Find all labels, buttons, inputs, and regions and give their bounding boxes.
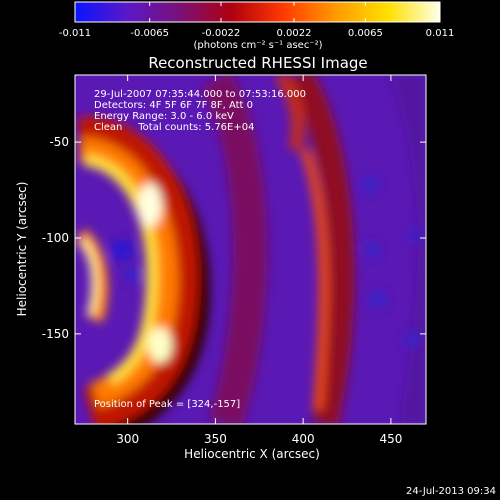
annotation-time-range: 29-Jul-2007 07:35:44.000 to 07:53:16.000	[94, 89, 306, 100]
heatmap-ring-orange	[79, 137, 179, 408]
x-tick-label: 400	[292, 432, 315, 446]
heatmap-cool-spot	[369, 291, 387, 309]
heatmap-ring-yellow	[83, 154, 159, 386]
y-axis-label: Heliocentric Y (arcsec)	[15, 182, 29, 317]
x-axis-ticks: 300 350 400 450	[116, 75, 402, 446]
heatmap-cool-spot	[361, 176, 379, 194]
colorbar-gradient	[75, 2, 440, 22]
y-tick-label: -50	[49, 135, 69, 149]
heatmap-left-arc-core	[79, 237, 99, 317]
heatmap-cool-spot	[408, 228, 422, 242]
colorbar-ticks: -0.011 -0.0065 -0.0022 0.0022 0.0065 0.011	[59, 2, 454, 39]
annotation-clean-counts: Clean Total counts: 5.76E+04	[94, 122, 254, 133]
x-axis-label: Heliocentric X (arcsec)	[184, 447, 320, 461]
heatmap-hot-core	[138, 183, 162, 227]
annotation-energy-range: Energy Range: 3.0 - 6.0 keV	[94, 111, 234, 122]
colorbar-tick-label: 0.0065	[348, 28, 383, 39]
colorbar-frame	[74, 1, 441, 23]
x-tick-label: 350	[204, 432, 227, 446]
colorbar-tick-label: -0.0022	[202, 28, 241, 39]
y-tick-label: -100	[42, 231, 69, 245]
heatmap-cool-spot	[404, 332, 420, 348]
y-tick-label: -150	[42, 327, 69, 341]
annotation-detectors: Detectors: 4F 5F 6F 7F 8F, Att 0	[94, 100, 253, 111]
heatmap-arc-top	[274, 75, 305, 152]
colorbar-tick-label: 0.011	[426, 28, 455, 39]
heatmap-cool-spot	[364, 242, 380, 258]
colorbar-unit-label: (photons cm⁻² s⁻¹ asec⁻²)	[193, 40, 322, 51]
heatmap-arc-outer	[288, 75, 355, 424]
plot-frame	[74, 74, 427, 425]
peak-position-label: Position of Peak = [324,-157]	[94, 399, 240, 410]
heatmap-arc-middle	[200, 75, 268, 424]
heatmap-image	[75, 75, 426, 424]
heatmap-arc-outer-core	[300, 148, 329, 411]
heatmap-cool-spot	[111, 239, 133, 261]
y-axis-ticks: -50 -100 -150	[42, 135, 426, 341]
colorbar-tick-label: 0.0022	[277, 28, 312, 39]
colorbar: -0.011 -0.0065 -0.0022 0.0022 0.0065 0.011 (p…	[59, 1, 454, 51]
x-tick-label: 450	[379, 432, 402, 446]
annotation-block: 29-Jul-2007 07:35:44.000 to 07:53:16.000…	[94, 89, 306, 133]
heatmap-cool-spot	[124, 267, 140, 283]
footer-timestamp: 24-Jul-2013 09:34	[405, 486, 496, 497]
x-tick-label: 300	[116, 432, 139, 446]
heatmap-hot-core	[148, 327, 172, 363]
colorbar-tick-label: -0.011	[59, 28, 91, 39]
colorbar-tick-label: -0.0065	[130, 28, 169, 39]
chart-title: Reconstructed RHESSI Image	[148, 54, 367, 72]
